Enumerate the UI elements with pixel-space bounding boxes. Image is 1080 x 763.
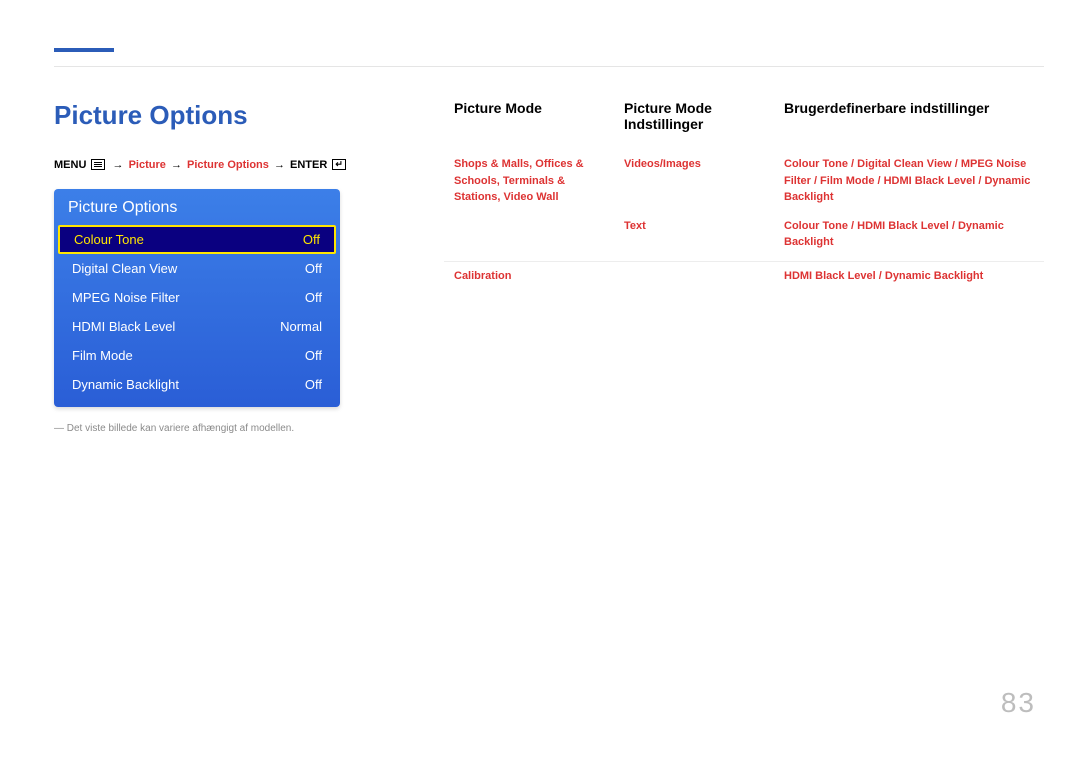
settings-table: Picture Mode Picture Mode Indstillinger …	[444, 100, 1044, 290]
table-row: Shops & Malls, Offices & Schools, Termin…	[444, 150, 1044, 212]
osd-menu-item-label: Digital Clean View	[72, 261, 177, 276]
col-header-brugerdefinerbare: Brugerdefinerbare indstillinger	[774, 100, 1044, 150]
osd-menu-item[interactable]: Film Mode Off	[54, 341, 340, 370]
osd-menu-item-label: HDMI Black Level	[72, 319, 175, 334]
cell-brugerdefinerbare: Colour Tone / HDMI Black Level / Dynamic…	[774, 212, 1044, 262]
osd-menu: Picture Options Colour ToneOffDigital Cl…	[54, 189, 340, 407]
page-number: 83	[1001, 687, 1036, 719]
page-title: Picture Options	[54, 100, 384, 131]
cell-picture-mode: Shops & Malls, Offices & Schools, Termin…	[444, 150, 614, 212]
osd-menu-item-label: MPEG Noise Filter	[72, 290, 180, 305]
enter-icon	[332, 159, 346, 170]
content-area: Picture Options MENU → Picture → Picture…	[54, 100, 1044, 434]
breadcrumb: MENU → Picture → Picture Options → ENTER	[54, 159, 384, 171]
osd-menu-item-value: Off	[305, 290, 322, 305]
cell-picture-mode	[444, 212, 614, 262]
breadcrumb-arrow: →	[113, 159, 124, 171]
osd-menu-title: Picture Options	[54, 189, 340, 225]
osd-menu-item[interactable]: Colour Tone Off	[58, 225, 336, 254]
cell-indstillinger	[614, 261, 774, 290]
breadcrumb-menu-label: MENU	[54, 159, 86, 171]
left-column: Picture Options MENU → Picture → Picture…	[54, 100, 384, 434]
breadcrumb-enter-label: ENTER	[290, 159, 327, 171]
right-column: Picture Mode Picture Mode Indstillinger …	[444, 100, 1044, 434]
breadcrumb-picture: Picture	[129, 159, 166, 171]
osd-menu-item-value: Off	[305, 377, 322, 392]
osd-menu-item-label: Dynamic Backlight	[72, 377, 179, 392]
col-header-indstillinger: Picture Mode Indstillinger	[614, 100, 774, 150]
col-header-picture-mode: Picture Mode	[444, 100, 614, 150]
osd-menu-item-label: Film Mode	[72, 348, 133, 363]
breadcrumb-arrow: →	[274, 159, 285, 171]
osd-menu-item-label: Colour Tone	[74, 232, 144, 247]
cell-picture-mode: Calibration	[444, 261, 614, 290]
table-row: TextColour Tone / HDMI Black Level / Dyn…	[444, 212, 1044, 262]
cell-brugerdefinerbare: HDMI Black Level / Dynamic Backlight	[774, 261, 1044, 290]
osd-menu-item[interactable]: MPEG Noise Filter Off	[54, 283, 340, 312]
breadcrumb-arrow: →	[171, 159, 182, 171]
osd-menu-item[interactable]: HDMI Black Level Normal	[54, 312, 340, 341]
osd-menu-item-value: Normal	[280, 319, 322, 334]
header-accent	[54, 48, 114, 52]
osd-menu-item[interactable]: Digital Clean View Off	[54, 254, 340, 283]
table-row: Calibration HDMI Black Level / Dynamic Ba…	[444, 261, 1044, 290]
footnote: ― Det viste billede kan variere afhængig…	[54, 423, 384, 434]
cell-indstillinger: Text	[614, 212, 774, 262]
osd-menu-item[interactable]: Dynamic Backlight Off	[54, 370, 340, 399]
osd-menu-item-value: Off	[303, 232, 320, 247]
osd-menu-item-value: Off	[305, 261, 322, 276]
cell-indstillinger: Videos/Images	[614, 150, 774, 212]
osd-menu-item-value: Off	[305, 348, 322, 363]
breadcrumb-picture-options: Picture Options	[187, 159, 269, 171]
menu-icon	[91, 159, 105, 170]
header-rule	[54, 66, 1044, 67]
cell-brugerdefinerbare: Colour Tone / Digital Clean View / MPEG …	[774, 150, 1044, 212]
